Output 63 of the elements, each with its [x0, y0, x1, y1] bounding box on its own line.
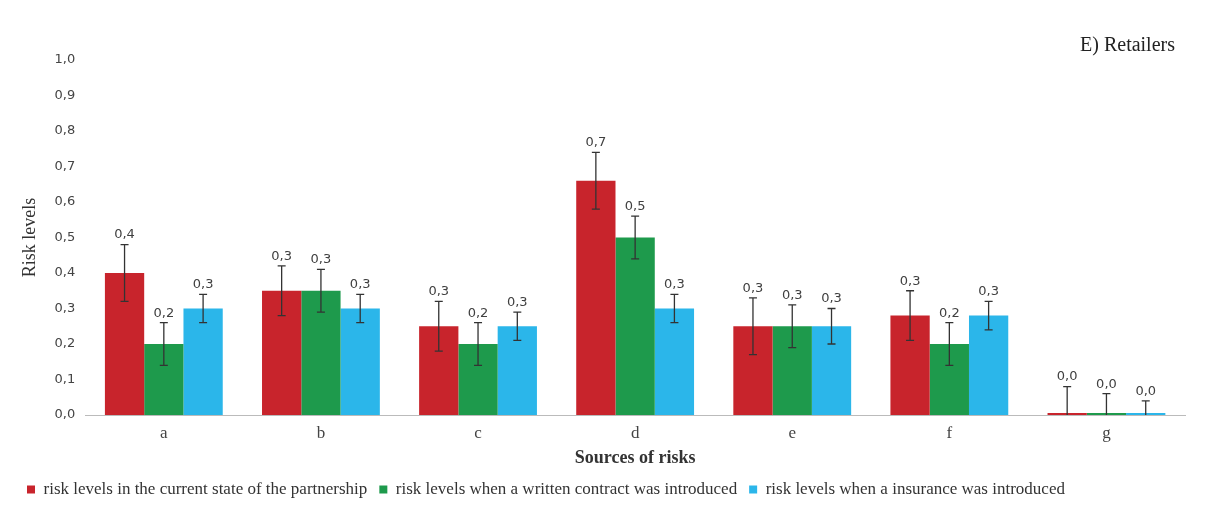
x-tick-label: b	[316, 422, 326, 442]
data-label: 0,2	[153, 304, 175, 320]
bar	[733, 326, 773, 415]
y-tick-label: 0,2	[54, 335, 76, 351]
y-tick-label: 0,8	[54, 122, 76, 138]
chart-title: E) Retailers	[1080, 33, 1176, 57]
x-tick-label: c	[474, 422, 483, 442]
bar	[929, 344, 969, 415]
data-label: 0,3	[192, 276, 214, 292]
bar	[104, 273, 145, 415]
y-tick-label: 0,1	[54, 370, 76, 386]
data-label: 0,3	[978, 283, 999, 299]
bar	[811, 326, 852, 415]
data-label: 0,2	[939, 304, 960, 320]
y-tick-label: 0,4	[54, 264, 76, 280]
data-label: 0,3	[428, 283, 450, 299]
y-tick-label: 0,0	[54, 406, 76, 422]
bar	[968, 315, 1009, 415]
data-label: 0,0	[1135, 382, 1157, 398]
bar	[772, 326, 812, 415]
data-label: 0,3	[821, 290, 842, 306]
y-tick-label: 0,7	[54, 157, 76, 173]
bar	[458, 344, 498, 415]
y-tick-label: 0,6	[54, 193, 76, 209]
legend-label: risk levels when a insurance was introduced	[765, 478, 1066, 498]
data-label: 0,3	[899, 272, 921, 288]
x-tick-label: f	[946, 422, 953, 442]
data-label: 0,3	[271, 247, 292, 263]
bar	[301, 290, 341, 415]
x-tick-label: d	[630, 422, 640, 442]
data-label: 0,2	[467, 304, 489, 320]
y-tick-label: 0,9	[54, 86, 76, 102]
data-label: 0,3	[742, 279, 764, 295]
data-label: 0,5	[624, 198, 646, 214]
x-tick-label: g	[1102, 422, 1112, 442]
bar	[419, 326, 459, 415]
data-label: 0,0	[1056, 368, 1078, 384]
data-label: 0,7	[585, 134, 607, 150]
bar	[615, 237, 655, 415]
y-tick-label: 0,5	[54, 228, 76, 244]
y-tick-label: 0,3	[54, 299, 76, 315]
data-label: 0,0	[1096, 375, 1117, 391]
x-tick-label: a	[160, 422, 169, 442]
data-label: 0,3	[781, 286, 803, 302]
y-tick-label: 1,0	[54, 51, 76, 67]
data-label: 0,3	[349, 276, 371, 292]
data-label: 0,3	[310, 251, 332, 267]
bar	[576, 180, 616, 415]
legend-label: risk levels when a written contract was introduced	[395, 478, 738, 498]
legend-label: risk levels in the current state of the partnership	[43, 478, 368, 498]
bar	[262, 290, 302, 415]
data-label: 0,4	[114, 226, 135, 242]
x-axis-title: Sources of risks	[574, 446, 696, 467]
y-axis-title: Risk levels	[18, 197, 39, 278]
data-label: 0,3	[664, 276, 685, 292]
bar	[144, 344, 184, 415]
bar	[497, 326, 537, 415]
x-tick-label: e	[788, 422, 797, 442]
bar	[890, 315, 930, 415]
bar	[654, 308, 695, 415]
data-label: 0,3	[506, 293, 528, 309]
bar	[340, 308, 380, 415]
bar	[183, 308, 223, 415]
